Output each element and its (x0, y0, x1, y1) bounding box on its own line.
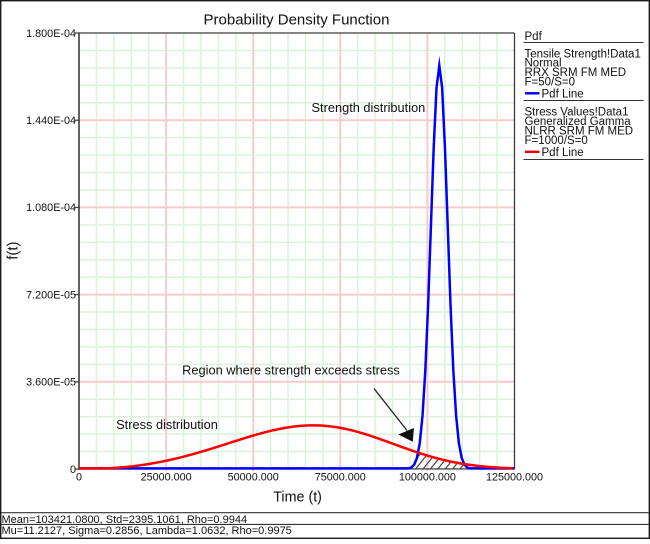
svg-text:Pdf Line: Pdf Line (542, 147, 584, 159)
svg-text:RRX SRM FM MED: RRX SRM FM MED (525, 67, 627, 79)
svg-text:3.600E-05: 3.600E-05 (26, 377, 76, 389)
svg-text:0: 0 (70, 464, 76, 476)
svg-text:125000.000: 125000.000 (486, 472, 543, 484)
svg-text:1.440E-04: 1.440E-04 (26, 115, 76, 127)
svg-text:Pdf Line: Pdf Line (542, 88, 584, 100)
svg-text:Mean=103421.0800, Std=2395.106: Mean=103421.0800, Std=2395.1061, Rho=0.9… (2, 514, 248, 526)
svg-text:Stress distribution: Stress distribution (116, 417, 218, 432)
svg-text:F=1000/S=0: F=1000/S=0 (525, 135, 588, 147)
svg-text:0: 0 (76, 472, 82, 484)
svg-text:f(t): f(t) (4, 241, 21, 259)
svg-text:75000.000: 75000.000 (315, 472, 366, 484)
svg-text:Strength distribution: Strength distribution (311, 100, 425, 115)
svg-text:Pdf: Pdf (525, 31, 543, 43)
svg-text:25000.000: 25000.000 (141, 472, 192, 484)
svg-text:F=50/S=0: F=50/S=0 (525, 77, 576, 89)
svg-text:Stress Values!Data1: Stress Values!Data1 (525, 106, 629, 118)
svg-text:1.800E-04: 1.800E-04 (26, 28, 76, 40)
svg-text:100000.000: 100000.000 (399, 472, 456, 484)
svg-text:Generalized Gamma: Generalized Gamma (525, 116, 632, 128)
svg-text:Tensile Strength!Data1: Tensile Strength!Data1 (525, 48, 641, 60)
svg-text:50000.000: 50000.000 (228, 472, 279, 484)
svg-text:Probability Density Function: Probability Density Function (204, 11, 390, 28)
svg-text:NLRR SRM FM MED: NLRR SRM FM MED (525, 125, 634, 137)
svg-text:Time (t): Time (t) (273, 489, 322, 505)
svg-text:Region where strength exceeds: Region where strength exceeds stress (182, 363, 400, 378)
svg-text:7.200E-05: 7.200E-05 (26, 289, 76, 301)
svg-text:1.080E-04: 1.080E-04 (26, 202, 76, 214)
svg-text:Normal: Normal (525, 58, 562, 70)
svg-text:Mu=11.2127, Sigma=0.2856, Lamb: Mu=11.2127, Sigma=0.2856, Lambda=1.0632,… (2, 525, 292, 537)
